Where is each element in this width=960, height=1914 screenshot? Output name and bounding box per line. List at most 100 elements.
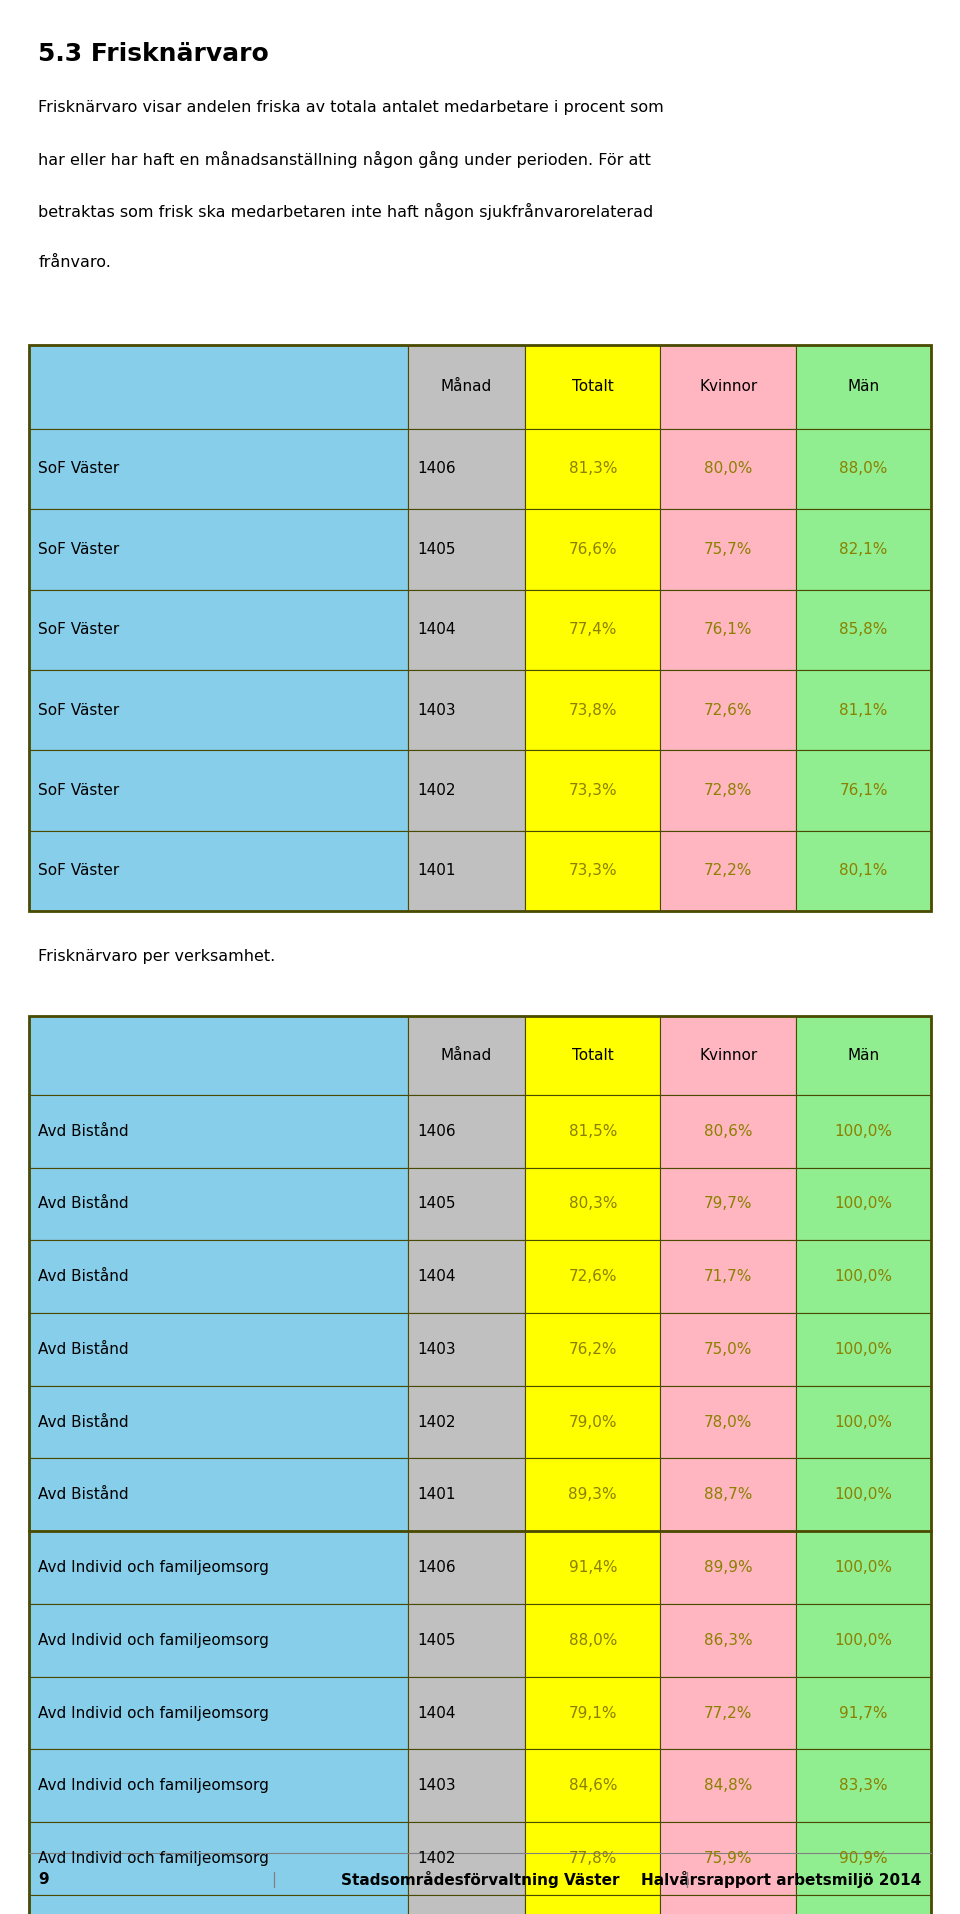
Text: SoF Väster: SoF Väster (38, 461, 120, 477)
Text: 80,1%: 80,1% (839, 863, 888, 879)
Text: 1403: 1403 (418, 1778, 456, 1793)
Bar (408, 1895, 525, 1914)
Text: 100,0%: 100,0% (834, 1124, 893, 1139)
Text: 72,2%: 72,2% (704, 863, 753, 879)
Text: Avd Individ och familjeomsorg: Avd Individ och familjeomsorg (38, 1705, 269, 1721)
Bar (408, 1386, 525, 1458)
Text: 90,9%: 90,9% (839, 1851, 888, 1866)
Text: 1405: 1405 (418, 1633, 456, 1648)
Text: 82,1%: 82,1% (839, 542, 888, 557)
Text: 73,8%: 73,8% (568, 702, 617, 718)
Bar (660, 750, 796, 831)
Bar (525, 670, 660, 750)
Text: 1404: 1404 (418, 1705, 456, 1721)
Bar (408, 831, 525, 911)
Bar (29, 1531, 408, 1604)
Text: Totalt: Totalt (572, 379, 613, 394)
Bar (660, 1386, 796, 1458)
Bar (408, 1677, 525, 1749)
Bar (660, 1822, 796, 1895)
Bar (29, 1677, 408, 1749)
Text: 77,2%: 77,2% (704, 1705, 753, 1721)
Text: 76,1%: 76,1% (839, 783, 888, 798)
Bar (29, 1016, 408, 1095)
Bar (408, 1168, 525, 1240)
Bar (29, 750, 408, 831)
Text: 76,1%: 76,1% (704, 622, 753, 637)
Text: Avd Bistånd: Avd Bistånd (38, 1414, 129, 1430)
Bar (660, 831, 796, 911)
Bar (408, 1095, 525, 1168)
Bar (660, 1095, 796, 1168)
Text: 100,0%: 100,0% (834, 1633, 893, 1648)
Text: 88,0%: 88,0% (839, 461, 888, 477)
Text: 5.3 Frisknärvaro: 5.3 Frisknärvaro (38, 42, 269, 67)
Text: SoF Väster: SoF Väster (38, 783, 120, 798)
Bar (525, 1458, 660, 1531)
Bar (660, 1677, 796, 1749)
Text: SoF Väster: SoF Väster (38, 542, 120, 557)
Text: 85,8%: 85,8% (839, 622, 888, 637)
Bar (525, 1749, 660, 1822)
Text: 78,0%: 78,0% (704, 1414, 753, 1430)
Text: 81,1%: 81,1% (839, 702, 888, 718)
Bar (29, 1749, 408, 1822)
Text: 89,3%: 89,3% (568, 1487, 617, 1502)
Bar (796, 345, 931, 429)
Text: 76,2%: 76,2% (568, 1342, 617, 1357)
Text: Avd Individ och familjeomsorg: Avd Individ och familjeomsorg (38, 1560, 269, 1575)
Text: 81,5%: 81,5% (568, 1124, 617, 1139)
Bar (29, 345, 408, 429)
Text: Avd Bistånd: Avd Bistånd (38, 1487, 129, 1502)
Text: Avd Bistånd: Avd Bistånd (38, 1342, 129, 1357)
Bar (525, 750, 660, 831)
Text: 80,6%: 80,6% (704, 1124, 753, 1139)
Text: 81,3%: 81,3% (568, 461, 617, 477)
Text: 79,7%: 79,7% (704, 1196, 753, 1212)
Bar (525, 1016, 660, 1095)
Bar (525, 590, 660, 670)
Text: 91,4%: 91,4% (568, 1560, 617, 1575)
Text: 75,9%: 75,9% (704, 1851, 753, 1866)
Text: 79,0%: 79,0% (568, 1414, 617, 1430)
Text: 89,9%: 89,9% (704, 1560, 753, 1575)
Bar (29, 590, 408, 670)
Text: 84,6%: 84,6% (568, 1778, 617, 1793)
Bar (660, 509, 796, 590)
Bar (525, 1240, 660, 1313)
Text: har eller har haft en månadsanställning någon gång under perioden. För att: har eller har haft en månadsanställning … (38, 151, 651, 168)
Bar (796, 429, 931, 509)
Bar (525, 509, 660, 590)
Bar (796, 1240, 931, 1313)
Text: 88,7%: 88,7% (704, 1487, 753, 1502)
Text: SoF Väster: SoF Väster (38, 702, 120, 718)
Bar (796, 1749, 931, 1822)
Bar (408, 1458, 525, 1531)
Bar (796, 750, 931, 831)
Bar (29, 1604, 408, 1677)
Text: Avd Bistånd: Avd Bistånd (38, 1196, 129, 1212)
Bar (29, 1168, 408, 1240)
Text: 1405: 1405 (418, 542, 456, 557)
Bar (525, 1095, 660, 1168)
Text: 79,1%: 79,1% (568, 1705, 617, 1721)
Bar (525, 1531, 660, 1604)
Text: 75,0%: 75,0% (704, 1342, 753, 1357)
Bar (408, 509, 525, 590)
Text: 83,3%: 83,3% (839, 1778, 888, 1793)
Text: |: | (271, 1872, 276, 1887)
Bar (525, 429, 660, 509)
Bar (408, 1313, 525, 1386)
Bar (796, 1895, 931, 1914)
Bar (796, 670, 931, 750)
Bar (525, 1895, 660, 1914)
Bar (796, 1168, 931, 1240)
Text: Avd Bistånd: Avd Bistånd (38, 1124, 129, 1139)
Text: 1403: 1403 (418, 1342, 456, 1357)
Text: 1406: 1406 (418, 1124, 456, 1139)
Text: 80,0%: 80,0% (704, 461, 753, 477)
Bar (796, 509, 931, 590)
Bar (796, 1016, 931, 1095)
Text: frånvaro.: frånvaro. (38, 255, 111, 270)
Bar (408, 1604, 525, 1677)
